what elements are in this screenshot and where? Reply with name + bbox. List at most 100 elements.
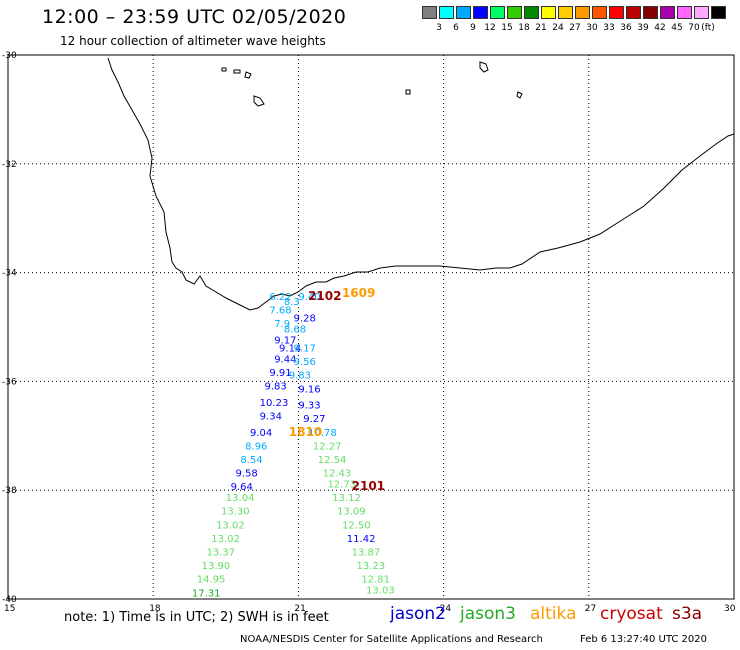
- swh-value: 13.12: [332, 493, 361, 504]
- credit-line: NOAA/NESDIS Center for Satellite Applica…: [240, 634, 543, 645]
- color-swatch: [524, 6, 539, 19]
- swh-value: 13.90: [202, 561, 231, 572]
- color-swatch: [473, 6, 488, 19]
- swh-value: 13.03: [366, 586, 395, 597]
- swh-value: 10.23: [260, 398, 289, 409]
- swh-value: 13.02: [211, 534, 240, 545]
- swh-value: 14.95: [197, 575, 226, 586]
- color-swatch: [609, 6, 624, 19]
- color-swatch: [626, 6, 641, 19]
- color-scale-label: 42: [654, 23, 666, 33]
- color-swatch: [694, 6, 709, 19]
- color-scale-label: 70: [688, 23, 700, 33]
- color-scale-label: 27: [569, 23, 581, 33]
- color-swatch: [558, 6, 573, 19]
- swh-value: 9.64: [231, 482, 253, 493]
- swh-value: 12.73: [327, 479, 356, 490]
- color-scale-label: 33: [603, 23, 615, 33]
- pass-number: 1609: [342, 286, 375, 300]
- swh-value: 12.27: [313, 441, 342, 452]
- swh-value: 9.17: [294, 343, 316, 354]
- swh-value: 9.17: [274, 335, 296, 346]
- color-swatch: [677, 6, 692, 19]
- swh-value: 9.14: [279, 343, 301, 354]
- satellite-legend-cryosat: cryosat: [600, 604, 663, 624]
- swh-value: 12.43: [323, 469, 352, 480]
- swh-value: 9.40: [298, 292, 320, 303]
- pass-number: 2101: [352, 479, 385, 493]
- color-swatch: [575, 6, 590, 19]
- map-frame: [7, 54, 735, 600]
- color-swatch: [592, 6, 607, 19]
- color-swatch: [422, 6, 437, 19]
- generation-timestamp: Feb 6 13:27:40 UTC 2020: [580, 634, 707, 645]
- swh-value: 7.68: [269, 305, 291, 316]
- swh-value: 7.9: [274, 319, 290, 330]
- coastline: [107, 57, 735, 311]
- swh-value: 11.42: [347, 534, 376, 545]
- color-scale-label: 6: [453, 23, 459, 33]
- color-swatch: [643, 6, 658, 19]
- color-scale-unit: (ft): [701, 23, 715, 33]
- swh-value: 13.37: [206, 547, 235, 558]
- pass-labels: 2102 1609 1810 2101: [289, 286, 385, 493]
- lon-tick-label: 21: [294, 604, 305, 614]
- swh-value: 9.91: [269, 368, 291, 379]
- swh-value: 9.27: [303, 414, 325, 425]
- swh-value: 9.83: [265, 382, 287, 393]
- color-swatch: [439, 6, 454, 19]
- swh-value: 13.09: [337, 507, 366, 518]
- color-swatch: [490, 6, 505, 19]
- color-scale-label: 18: [518, 23, 530, 33]
- color-scale-label: 21: [535, 23, 547, 33]
- lat-lon-grid: [8, 55, 734, 599]
- color-swatch: [660, 6, 675, 19]
- swh-value: 12.54: [318, 455, 347, 466]
- lon-tick-label: 15: [4, 604, 15, 614]
- swh-value: 17.31: [192, 588, 221, 599]
- lat-tick-label: -36: [2, 377, 17, 387]
- swh-value: 8.3: [284, 297, 300, 308]
- lat-tick-label: -32: [2, 160, 17, 170]
- island: [253, 95, 265, 107]
- island: [516, 91, 523, 99]
- color-swatch: [711, 6, 726, 19]
- color-scale-label: 45: [671, 23, 683, 33]
- swh-value: 8.68: [284, 324, 306, 335]
- swh-value: 8.96: [245, 441, 267, 452]
- color-scale-label: 3: [436, 23, 442, 33]
- lon-tick-label: 27: [585, 604, 596, 614]
- color-scale-label: 9: [470, 23, 476, 33]
- swh-value: 9.56: [294, 357, 316, 368]
- swh-value: 13.87: [352, 547, 381, 558]
- lat-tick-label: -30: [2, 51, 17, 61]
- satellite-legend-s3a: s3a: [672, 604, 703, 624]
- swh-value: 9.58: [235, 469, 257, 480]
- lon-tick-label: 24: [440, 604, 452, 614]
- swh-value: 9.83: [289, 371, 311, 382]
- color-swatch: [541, 6, 556, 19]
- lat-tick-label: -34: [2, 269, 17, 279]
- color-swatch: [456, 6, 471, 19]
- swh-value: 9.04: [250, 428, 272, 439]
- pass-number: 2102: [308, 289, 341, 303]
- pass-number: 1810: [289, 425, 322, 439]
- swh-value: 9.34: [260, 411, 282, 422]
- map-subtitle: 12 hour collection of altimeter wave hei…: [60, 34, 326, 48]
- color-scale-label: 24: [552, 23, 564, 33]
- swh-value: 8.54: [240, 455, 262, 466]
- swh-value: 13.23: [356, 561, 385, 572]
- color-scale-label: 36: [620, 23, 632, 33]
- swh-value: 12.50: [342, 520, 371, 531]
- lat-tick-label: -40: [2, 595, 17, 605]
- island: [233, 69, 241, 74]
- map-title: 12:00 – 23:59 UTC 02/05/2020: [42, 6, 347, 28]
- swh-value: 13.30: [221, 507, 250, 518]
- color-scale-label: 39: [637, 23, 649, 33]
- swh-observations: 6.22 9.408.37.689.287.98.689.179.149.179.…: [192, 292, 395, 599]
- satellite-legend-altika: altika: [530, 604, 577, 624]
- island: [405, 89, 411, 95]
- satellite-legend-jason3: jason3: [460, 604, 516, 624]
